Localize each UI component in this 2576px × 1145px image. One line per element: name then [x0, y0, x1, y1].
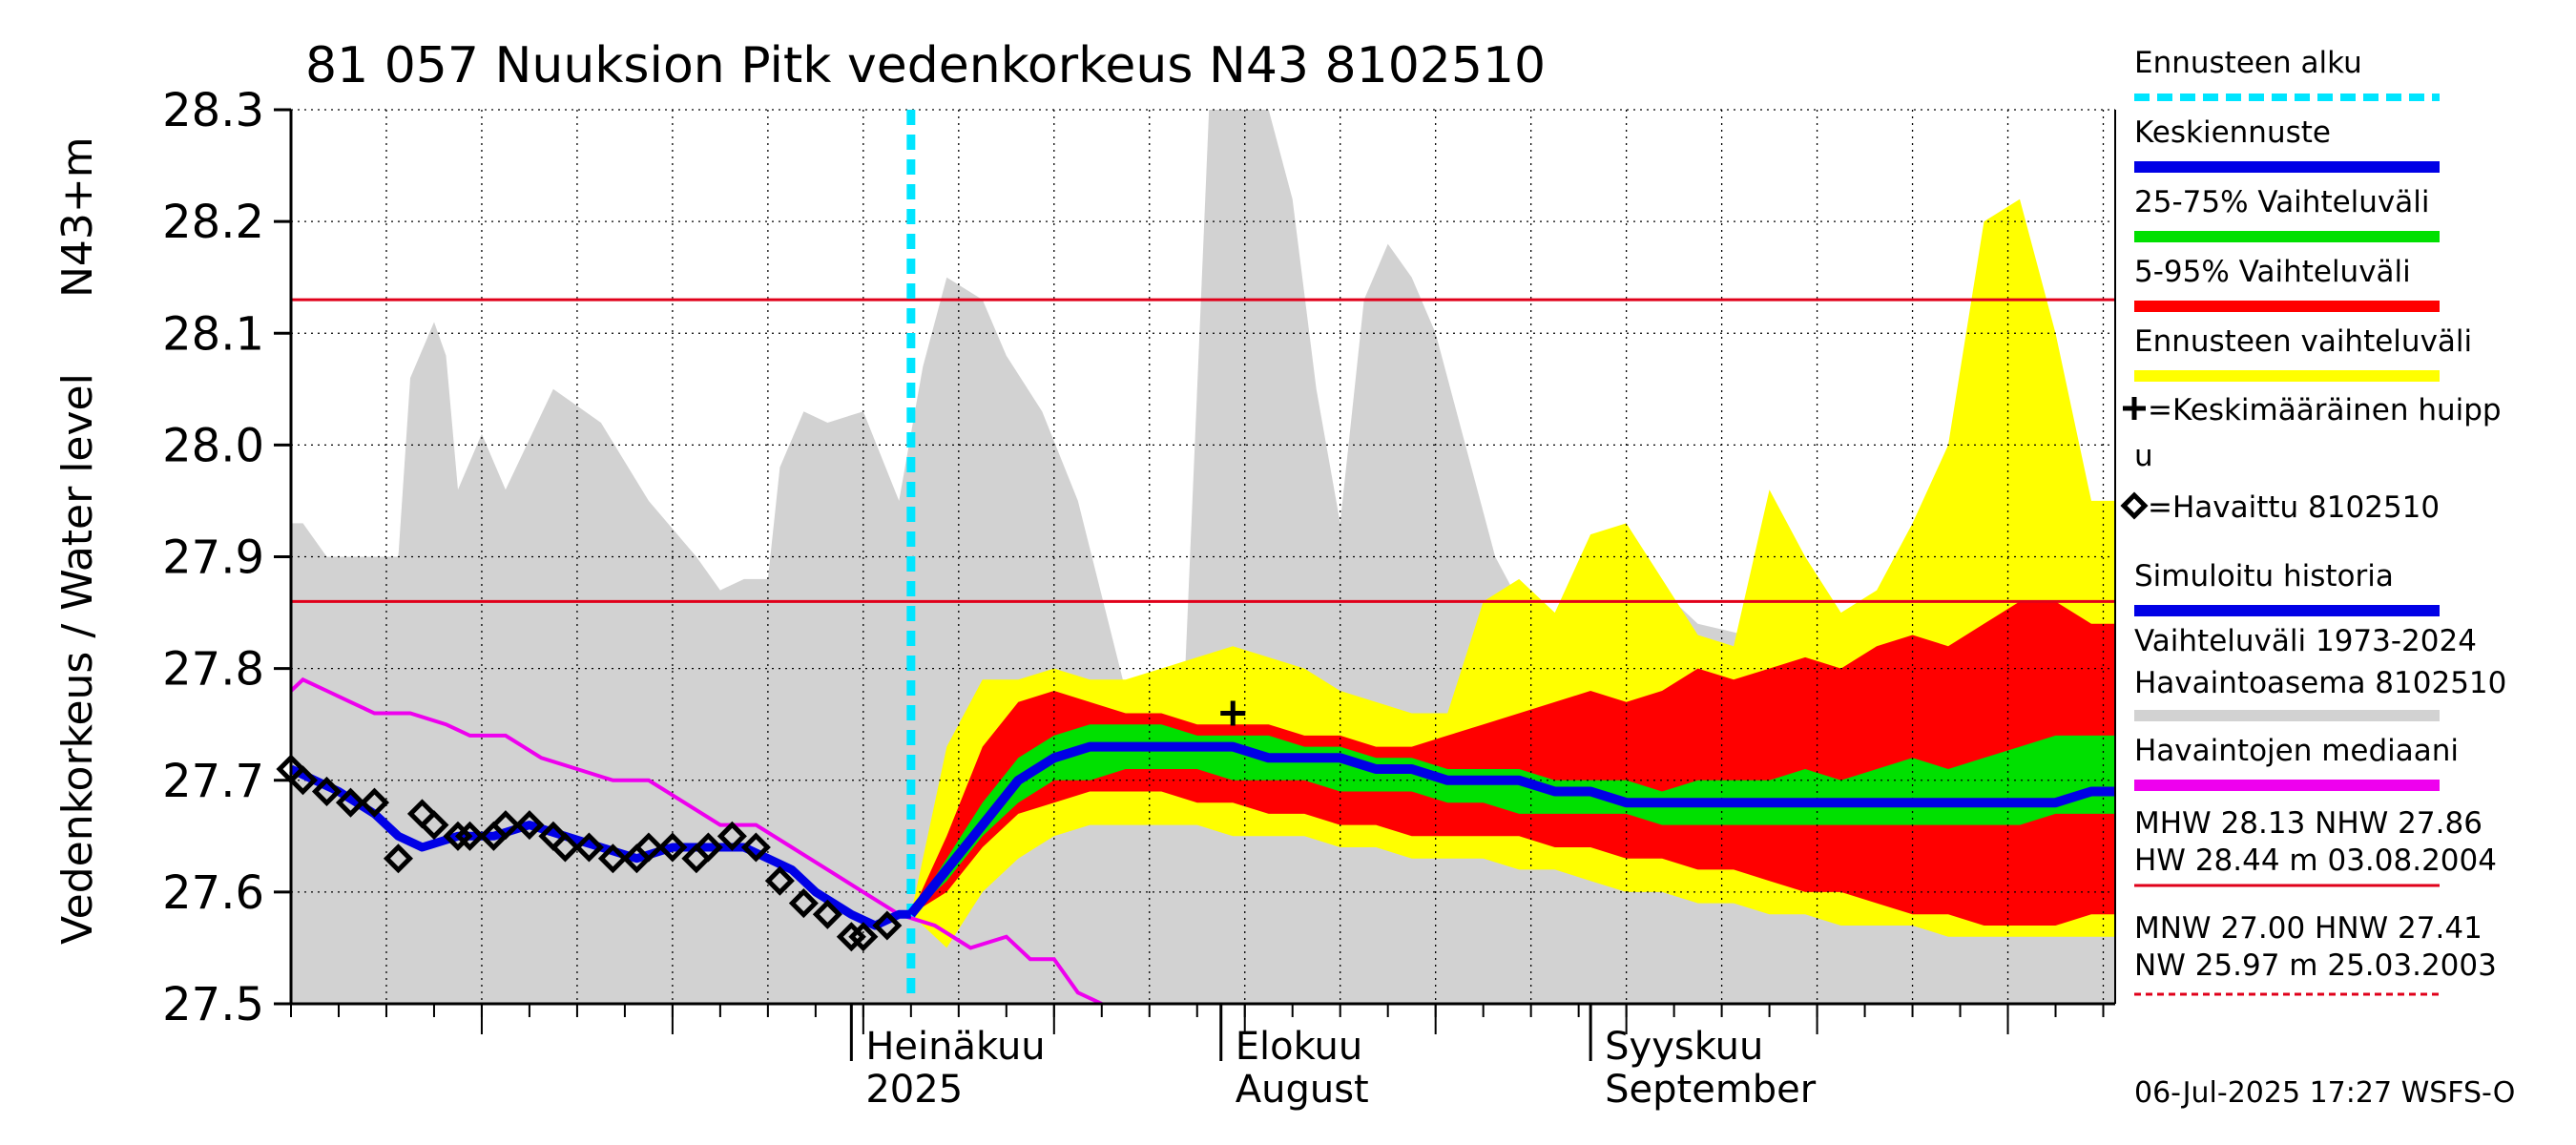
legend-item-7-swatch — [2134, 605, 2440, 616]
mean-peak-marker — [1220, 700, 1246, 726]
legend-item-0-label: Ennusteen alku — [2134, 46, 2362, 80]
series-lines — [289, 677, 2115, 1006]
stats-line-3: MNW 27.00 HNW 27.41 — [2134, 911, 2483, 946]
observed-point — [490, 810, 521, 841]
observed-point — [693, 832, 723, 863]
stats-line-1: MHW 28.13 NHW 27.86 — [2134, 806, 2483, 841]
legend-item-3-label: 5-95% Vaihteluväli — [2134, 255, 2411, 289]
legend-item-9-label: Havaintojen mediaani — [2134, 734, 2459, 768]
observed-point — [597, 843, 628, 874]
observed-point — [764, 865, 795, 896]
observed-point — [872, 910, 903, 941]
stats-line-4: NW 25.97 m 25.03.2003 — [2134, 948, 2497, 983]
y-tick-label: 28.3 — [162, 84, 264, 137]
y-tick-label: 28.1 — [162, 307, 264, 361]
legend-item-7-label: Simuloitu historia — [2134, 559, 2394, 593]
legend-item-5-label: =Keskimääräinen huipp — [2148, 393, 2502, 427]
month-label-2: August — [1236, 1068, 1369, 1112]
observed-point — [359, 787, 390, 818]
legend-item-9-swatch — [2134, 780, 2440, 791]
month-label-2: September — [1605, 1068, 1817, 1112]
y-tick-label: 27.5 — [162, 978, 264, 1031]
y-tick-label: 28.0 — [162, 419, 264, 472]
month-label-1: Syyskuu — [1605, 1025, 1763, 1069]
y-tick-label: 27.9 — [162, 531, 264, 585]
stats-line-2: HW 28.44 m 03.08.2004 — [2134, 843, 2497, 878]
legend-item-8-swatch — [2134, 710, 2440, 721]
legend-item-5-label2: u — [2134, 439, 2153, 473]
observed-point — [788, 888, 819, 919]
legend-item-8-label2: Havaintoasema 8102510 — [2134, 666, 2506, 700]
y-axis-unit-label: N43+m — [53, 136, 102, 298]
observation-markers — [276, 700, 1246, 952]
month-label-1: Heinäkuu — [865, 1025, 1045, 1069]
observed-point — [717, 821, 747, 851]
month-label-1: Elokuu — [1236, 1025, 1363, 1069]
legend-item-6-label: =Havaittu 8102510 — [2148, 490, 2440, 525]
observed-point — [383, 843, 414, 874]
y-tick-label: 27.6 — [162, 866, 264, 920]
legend-item-1-label: Keskiennuste — [2134, 115, 2331, 150]
observed-point — [740, 832, 771, 863]
observed-point — [812, 899, 842, 929]
median-line — [289, 677, 1103, 1006]
legend-item-3-swatch — [2134, 301, 2440, 312]
legend-item-4-label: Ennusteen vaihteluväli — [2134, 324, 2472, 359]
observed-point — [634, 832, 664, 863]
observed-point — [514, 810, 545, 841]
legend-item-2-label: 25-75% Vaihteluväli — [2134, 185, 2430, 219]
band-5-95 — [910, 601, 2115, 926]
timestamp: 06-Jul-2025 17:27 WSFS-O — [2134, 1076, 2515, 1110]
median-forecast-line — [906, 741, 2115, 918]
observed-point — [335, 787, 366, 818]
reference-lines — [291, 110, 2115, 1004]
y-axis-label: Vedenkorkeus / Water level — [53, 373, 102, 945]
observed-point — [573, 832, 604, 863]
observed-point — [311, 776, 343, 806]
legend-item-1-swatch — [2134, 161, 2440, 173]
legend-item-2-swatch — [2134, 231, 2440, 242]
observed-point — [657, 832, 688, 863]
legend-item-5-swatch — [2123, 397, 2146, 420]
observed-point — [848, 922, 879, 952]
legend: Ennusteen alku Keskiennuste 25-75% Vaihtel… — [2120, 46, 2515, 1110]
legend-item-8-label: Vaihteluväli 1973-2024 — [2134, 624, 2477, 658]
y-tick-label: 28.2 — [162, 196, 264, 249]
forecast-bands — [910, 198, 2115, 948]
y-tick-label: 27.8 — [162, 643, 264, 697]
chart-text: 27.5 27.6 27.7 27.8 27.9 28.0 28.1 28.2 28.3 Hein… — [53, 37, 1817, 1112]
simulated-history-line — [289, 764, 911, 930]
y-tick-label: 27.7 — [162, 755, 264, 808]
observed-point — [454, 821, 485, 851]
month-label-2: 2025 — [865, 1068, 963, 1112]
chart-title: 81 057 Nuuksion Pitk vedenkorkeus N43 81… — [305, 37, 1546, 94]
axes — [274, 108, 2116, 1061]
observed-point — [287, 765, 319, 796]
band-25-75 — [910, 724, 2115, 915]
observed-point — [419, 810, 449, 841]
legend-item-4-swatch — [2134, 370, 2440, 382]
legend-item-6-swatch — [2120, 491, 2149, 520]
observed-point — [550, 832, 580, 863]
